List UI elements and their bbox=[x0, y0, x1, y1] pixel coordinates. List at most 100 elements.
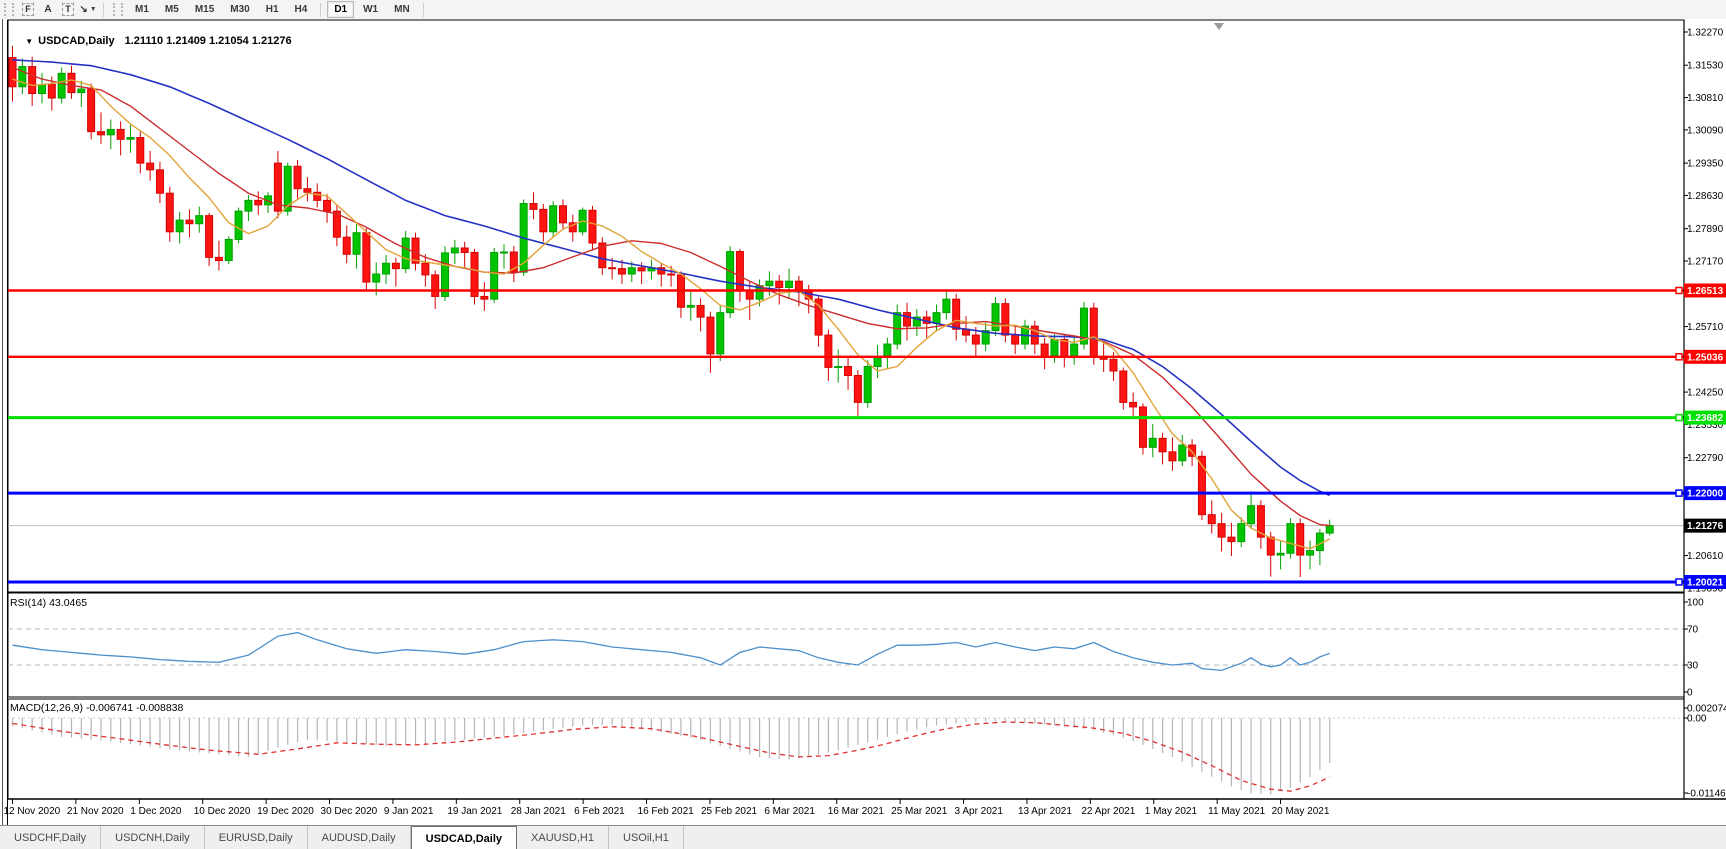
date-label: 16 Feb 2021 bbox=[638, 806, 695, 817]
chart-tab-usdchf[interactable]: USDCHF,Daily bbox=[0, 826, 102, 849]
date-label: 30 Dec 2020 bbox=[321, 806, 378, 817]
macd-panel[interactable] bbox=[7, 698, 1685, 800]
macd-signal-line bbox=[12, 721, 1330, 792]
arrow-objects-icon[interactable]: ↘ ▼ bbox=[79, 4, 97, 15]
toolbar-drag-handle[interactable] bbox=[113, 3, 123, 16]
svg-text:1.24250: 1.24250 bbox=[1687, 388, 1724, 399]
date-label: 28 Jan 2021 bbox=[511, 806, 566, 817]
freehand-draw-icon[interactable]: F bbox=[19, 2, 37, 17]
chart-symbol-period: USDCAD,Daily bbox=[38, 35, 115, 47]
text-box-icon[interactable]: T bbox=[59, 2, 77, 17]
rsi-line bbox=[12, 631, 1330, 672]
chart-shift-marker-icon[interactable] bbox=[1214, 23, 1224, 30]
date-label: 25 Mar 2021 bbox=[891, 806, 948, 817]
price-badge bbox=[1684, 486, 1726, 501]
chart-ohlc-values: 1.21110 1.21409 1.21054 1.21276 bbox=[124, 35, 292, 47]
chart-tab-bar: USDCHF,Daily USDCNH,Daily EURUSD,Daily AUDU… bbox=[0, 825, 1726, 849]
svg-text:1.22000: 1.22000 bbox=[1687, 489, 1724, 500]
svg-text:1.32270: 1.32270 bbox=[1687, 28, 1724, 39]
date-label: 10 Dec 2020 bbox=[194, 806, 251, 817]
timeframe-button-w1[interactable]: W1 bbox=[356, 1, 385, 18]
svg-text:30: 30 bbox=[1687, 661, 1699, 672]
svg-text:0: 0 bbox=[1687, 688, 1693, 699]
svg-text:1.25710: 1.25710 bbox=[1687, 322, 1724, 333]
chart-tab-usdcnh[interactable]: USDCNH,Daily bbox=[101, 826, 205, 849]
dropdown-caret-icon[interactable]: ▼ bbox=[89, 6, 97, 13]
timeframe-button-d1[interactable]: D1 bbox=[327, 1, 355, 18]
svg-text:1.30090: 1.30090 bbox=[1687, 125, 1724, 136]
price-badge bbox=[1684, 518, 1726, 533]
svg-text:1.28630: 1.28630 bbox=[1687, 191, 1724, 202]
drawing-tools-group: F A T ↘ ▼ bbox=[18, 2, 98, 17]
rsi-indicator-label: RSI(14) 43.0465 bbox=[10, 597, 88, 609]
chart-tab-usoil[interactable]: USOil,H1 bbox=[609, 826, 684, 849]
svg-text:70: 70 bbox=[1687, 625, 1699, 636]
svg-text:1.26513: 1.26513 bbox=[1687, 286, 1724, 297]
ma-fast-orange[interactable] bbox=[12, 78, 1331, 550]
date-label: 1 Dec 2020 bbox=[130, 806, 182, 817]
line-handle[interactable] bbox=[1675, 353, 1683, 361]
date-label: 22 Apr 2021 bbox=[1081, 806, 1135, 817]
toolbar-separator bbox=[422, 2, 424, 17]
timeframe-button-h1[interactable]: H1 bbox=[259, 1, 286, 18]
date-label: 9 Jan 2021 bbox=[384, 806, 434, 817]
svg-text:1.31530: 1.31530 bbox=[1687, 61, 1724, 72]
svg-text:1.30810: 1.30810 bbox=[1687, 93, 1724, 104]
toolbar-separator bbox=[103, 2, 104, 17]
date-label: 21 Nov 2020 bbox=[67, 806, 124, 817]
svg-text:0.00: 0.00 bbox=[1687, 714, 1707, 725]
date-label: 16 Mar 2021 bbox=[828, 806, 885, 817]
price-badge bbox=[1684, 574, 1726, 589]
date-label: 6 Feb 2021 bbox=[574, 806, 625, 817]
toolbar: F A T ↘ ▼ M1 M5 M15 M30 H1 H4 D1 W1 MN bbox=[0, 0, 1726, 20]
timeframe-button-m5[interactable]: M5 bbox=[158, 1, 186, 18]
timeframe-button-m1[interactable]: M1 bbox=[128, 1, 156, 18]
date-label: 13 Apr 2021 bbox=[1018, 806, 1072, 817]
macd-indicator-label: MACD(12,26,9) -0.006741 -0.008838 bbox=[10, 702, 184, 714]
svg-text:1.23682: 1.23682 bbox=[1687, 413, 1724, 424]
timeframe-button-h4[interactable]: H4 bbox=[288, 1, 315, 18]
price-badge bbox=[1684, 283, 1726, 298]
date-label: 11 May 2021 bbox=[1208, 806, 1266, 817]
chart-tab-xauusd[interactable]: XAUUSD,H1 bbox=[517, 826, 609, 849]
line-handle[interactable] bbox=[1675, 578, 1683, 586]
toolbar-separator bbox=[320, 2, 322, 17]
date-label: 3 Apr 2021 bbox=[955, 806, 1004, 817]
timeframe-button-m30[interactable]: M30 bbox=[223, 1, 256, 18]
text-label-icon[interactable]: A bbox=[44, 4, 52, 15]
svg-text:100: 100 bbox=[1687, 598, 1704, 609]
rsi-panel[interactable] bbox=[7, 592, 1685, 698]
chart-title: ▼ USDCAD,Daily 1.21110 1.21409 1.21054 1.2… bbox=[13, 23, 292, 59]
svg-text:1.27170: 1.27170 bbox=[1687, 256, 1724, 267]
main-price-panel[interactable] bbox=[7, 19, 1685, 593]
date-label: 20 May 2021 bbox=[1272, 806, 1330, 817]
line-handle[interactable] bbox=[1675, 489, 1683, 497]
chart-tab-audusd[interactable]: AUDUSD,Daily bbox=[308, 826, 411, 849]
chart-collapse-icon[interactable]: ▼ bbox=[25, 37, 34, 46]
chart-tab-usdcad[interactable]: USDCAD,Daily bbox=[410, 826, 518, 849]
ma-mid-red[interactable] bbox=[12, 66, 1330, 527]
ma-slow-blue[interactable] bbox=[12, 59, 1331, 497]
svg-text:1.23530: 1.23530 bbox=[1687, 420, 1724, 431]
svg-text:0.002074: 0.002074 bbox=[1687, 704, 1726, 715]
svg-text:1.25036: 1.25036 bbox=[1687, 352, 1724, 363]
timeframe-button-m15[interactable]: M15 bbox=[188, 1, 221, 18]
timeframe-button-mn[interactable]: MN bbox=[387, 1, 417, 18]
svg-text:1.21276: 1.21276 bbox=[1687, 521, 1724, 532]
line-handle[interactable] bbox=[1675, 413, 1683, 422]
date-label: 19 Dec 2020 bbox=[257, 806, 314, 817]
date-label: 1 May 2021 bbox=[1145, 806, 1198, 817]
price-badge bbox=[1684, 349, 1726, 364]
price-badge bbox=[1684, 410, 1726, 425]
svg-text:1.29350: 1.29350 bbox=[1687, 159, 1724, 170]
svg-text:1.20021: 1.20021 bbox=[1687, 577, 1724, 588]
time-axis: 12 Nov 2020 21 Nov 2020 1 Dec 2020 10 Dec 2… bbox=[4, 798, 1726, 817]
svg-text:1.22790: 1.22790 bbox=[1687, 453, 1724, 464]
chart-tab-eurusd[interactable]: EURUSD,Daily bbox=[205, 826, 308, 849]
date-label: 19 Jan 2021 bbox=[447, 806, 502, 817]
toolbar-drag-handle[interactable] bbox=[4, 3, 14, 16]
line-handle[interactable] bbox=[1675, 286, 1683, 295]
